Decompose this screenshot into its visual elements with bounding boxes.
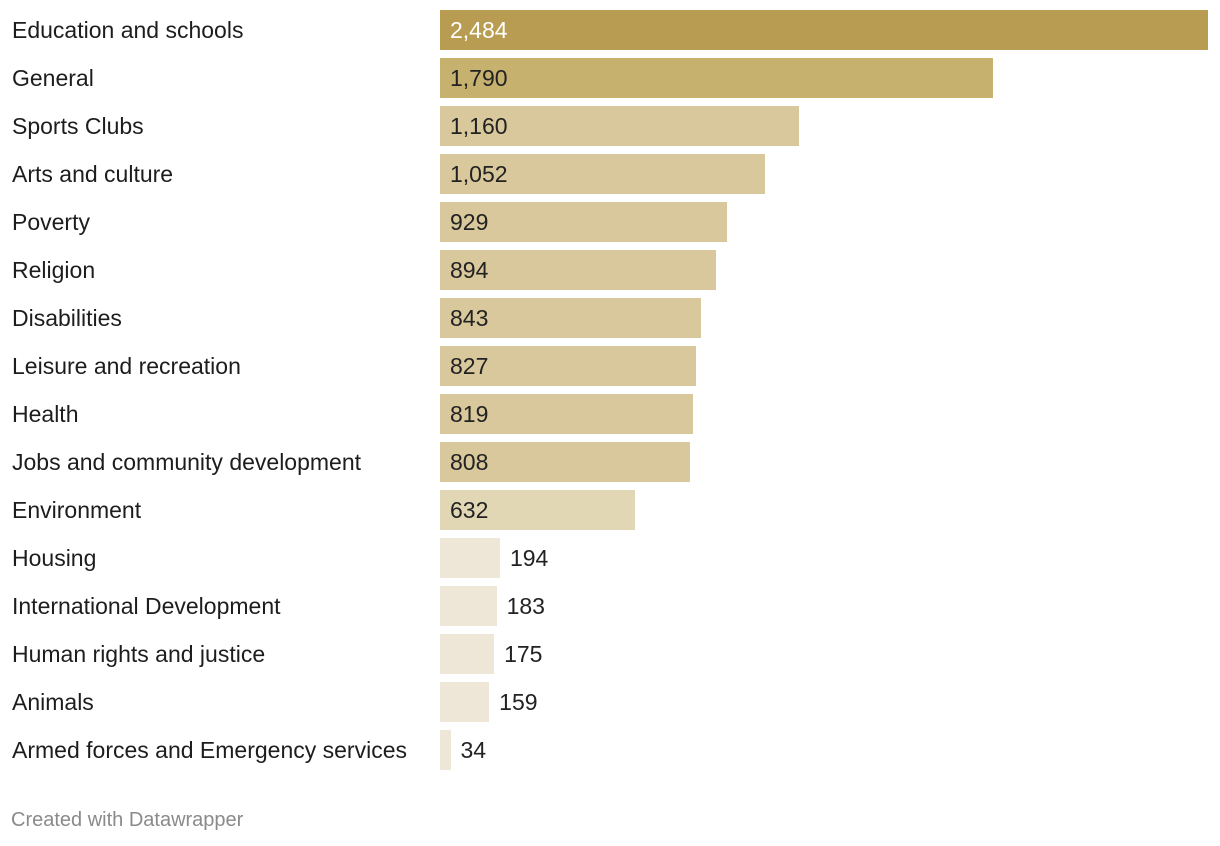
category-label: Sports Clubs	[12, 113, 144, 139]
category-label: Education and schools	[12, 17, 244, 43]
category-label: General	[12, 65, 94, 91]
value-label: 159	[499, 689, 538, 715]
value-label: 843	[450, 305, 489, 331]
bar-row: Housing 194	[0, 538, 1220, 578]
category-label: Disabilities	[12, 305, 122, 331]
category-label: Leisure and recreation	[12, 353, 241, 379]
category-label: Religion	[12, 257, 96, 283]
value-label: 1,790	[450, 65, 508, 91]
bar	[440, 202, 728, 242]
bar	[440, 346, 696, 386]
value-label: 632	[450, 497, 489, 523]
category-label: Health	[12, 401, 79, 427]
category-label: International Development	[12, 593, 281, 619]
value-label: 819	[450, 401, 489, 427]
bar-row: General 1,790	[0, 58, 1220, 98]
bar-row: Arts and culture 1,052	[0, 154, 1220, 194]
bar	[440, 154, 766, 194]
bar	[440, 106, 799, 146]
bar-row: International Development 183	[0, 586, 1220, 626]
bar-chart: Education and schools 2,484 General 1,790 Sp…	[0, 10, 1220, 770]
bar-row: Disabilities 843	[0, 298, 1220, 338]
bar-row: Leisure and recreation 827	[0, 346, 1220, 386]
category-label: Armed forces and Emergency services	[12, 737, 407, 763]
value-label: 1,052	[450, 161, 508, 187]
bar-row: Human rights and justice 175	[0, 634, 1220, 674]
bar-row: Jobs and community development 808	[0, 442, 1220, 482]
bar	[440, 730, 451, 770]
bar	[440, 490, 636, 530]
category-label: Environment	[12, 497, 142, 523]
category-label: Housing	[12, 545, 97, 571]
value-label: 183	[506, 593, 545, 619]
category-label: Animals	[12, 689, 94, 715]
value-label: 929	[450, 209, 489, 235]
bar	[440, 586, 497, 626]
bar	[440, 538, 500, 578]
bar-row: Health 819	[0, 394, 1220, 434]
bar-row: Poverty 929	[0, 202, 1220, 242]
bar	[440, 682, 490, 722]
bar-row: Education and schools 2,484	[0, 10, 1220, 50]
value-label: 1,160	[450, 113, 508, 139]
bar-row: Animals 159	[0, 682, 1220, 722]
bar-row: Sports Clubs 1,160	[0, 106, 1220, 146]
value-label: 2,484	[450, 17, 508, 43]
bar-row: Environment 632	[0, 490, 1220, 530]
bar	[440, 634, 495, 674]
value-label: 808	[450, 449, 489, 475]
category-label: Jobs and community development	[12, 449, 362, 475]
bar-row: Armed forces and Emergency services 34	[0, 730, 1220, 770]
bar	[440, 10, 1208, 50]
value-label: 894	[450, 257, 489, 283]
datawrapper-credit: Created with Datawrapper	[11, 809, 244, 831]
category-label: Poverty	[12, 209, 90, 235]
bar	[440, 250, 717, 290]
bar-row: Religion 894	[0, 250, 1220, 290]
value-label: 34	[460, 737, 487, 763]
bar	[440, 58, 994, 98]
bar	[440, 442, 690, 482]
value-label: 827	[450, 353, 489, 379]
bar	[440, 394, 694, 434]
bar	[440, 298, 701, 338]
value-label: 194	[509, 545, 549, 571]
value-label: 175	[504, 641, 543, 667]
category-label: Human rights and justice	[12, 641, 266, 667]
category-label: Arts and culture	[12, 161, 174, 187]
